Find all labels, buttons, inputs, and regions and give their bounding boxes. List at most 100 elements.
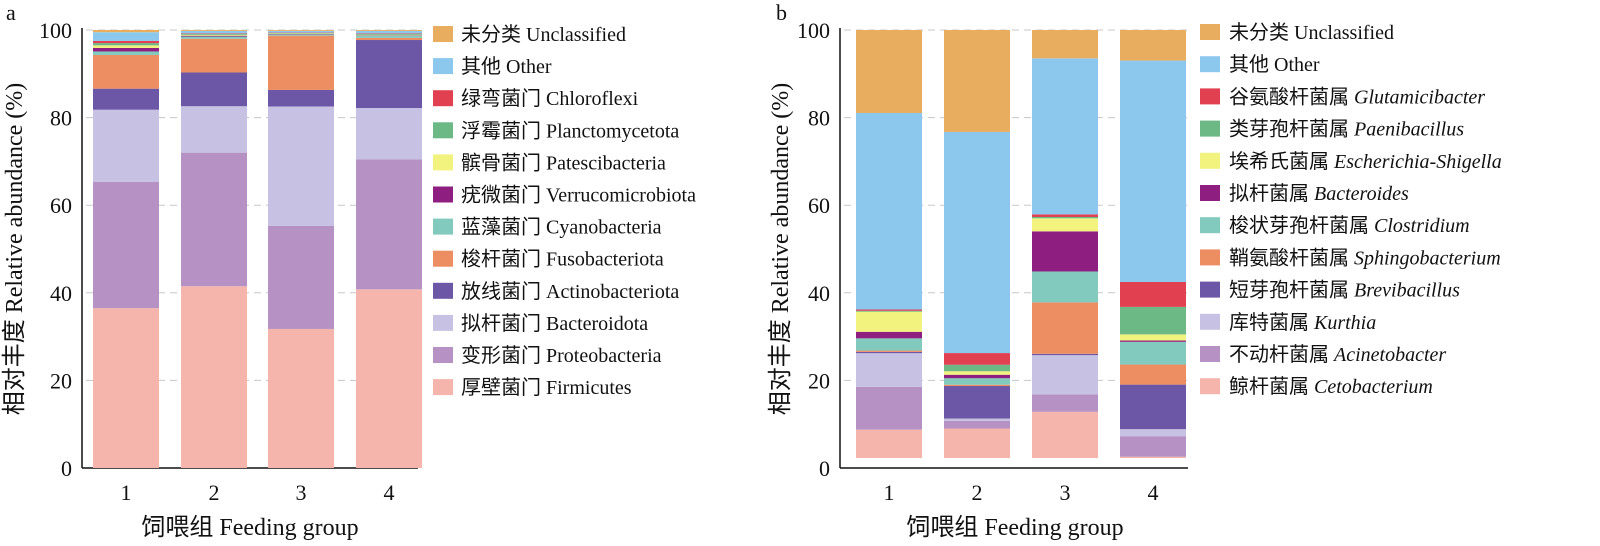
legend-swatch [433,26,453,42]
bar-segment [93,47,159,52]
bar-segment [1120,60,1186,282]
bar-segment [1032,355,1098,395]
x-tick-label: 1 [121,480,132,505]
x-tick-label: 2 [972,480,983,505]
bar-segment [944,371,1010,375]
bar-segment [181,30,247,34]
bar-segment [856,351,922,354]
legend-label: 疣微菌门 Verrucomicrobiota [461,184,696,207]
bar-segment [1032,302,1098,354]
bar-segment [1120,30,1186,61]
bar-segment [1032,58,1098,215]
bar-segment [1120,384,1186,430]
bar-segment [181,34,247,36]
bar-segment [181,30,247,31]
bar-segment [268,34,334,36]
y-tick-label: 80 [808,106,830,131]
panel-letter: a [6,0,16,25]
legend-label: 梭状芽孢杆菌属 Clostridium [1229,214,1470,237]
legend-label: 厚壁菌门 Firmicutes [461,376,632,399]
bar-segment [944,364,1010,372]
x-tick-label: 2 [209,480,220,505]
bar-segment [181,36,247,39]
legend-label: 未分类 Unclassified [461,23,626,46]
bar-segment [1120,281,1186,307]
legend-label: 埃希氏菌属 Escherichia-Shigella [1229,150,1502,173]
bar-segment [856,331,922,339]
y-tick-label: 80 [50,106,72,131]
bar-segment [1032,394,1098,412]
legend-swatch [1200,217,1220,234]
bar-segment [1120,340,1186,342]
bar-segment [856,112,922,310]
legend-swatch [1200,249,1220,266]
bar-segment [268,225,334,329]
x-axis-title: 饲喂组 Feeding group [906,514,1123,541]
bar-segment [356,108,422,160]
bar-segment [268,328,334,468]
legend-swatch [433,250,453,267]
y-tick-label: 40 [50,281,72,306]
legend-swatch [433,58,453,75]
bar-segment [356,37,422,41]
bar-segment [944,384,1010,387]
legend-label: 髌骨菌门 Patescibacteria [461,151,666,174]
legend-swatch [1200,120,1220,137]
legend-label: 鞘氨酸杆菌属 Sphingobacterium [1229,246,1501,269]
panel-letter: b [776,0,787,25]
legend-label: 拟杆菌门 Bacteroidota [461,312,648,335]
y-tick-label: 60 [808,193,830,218]
bar-segment [1120,334,1186,341]
bar-segment [93,181,159,309]
legend-label: 拟杆菌属 Bacteroides [1229,182,1409,205]
legend-label: 其他 Other [1229,53,1320,76]
bar-segment [93,32,159,41]
x-tick-label: 3 [1060,480,1071,505]
legend-label: 其他 Other [461,55,552,78]
bar-segment [181,72,247,107]
legend-label: 不动杆菌属 Acinetobacter [1229,343,1446,366]
y-tick-label: 40 [808,281,830,306]
x-tick-label: 4 [384,480,395,505]
bar-segment [856,309,922,311]
bar-segment [268,89,334,107]
legend-label: 类芽孢杆菌属 Paenibacillus [1229,118,1464,141]
bar-segment [268,106,334,226]
legend-swatch [1200,281,1220,298]
y-axis-title: 相对丰度 Relative abundance (%) [767,83,794,416]
legend-swatch [433,218,453,235]
bar-segment [1032,214,1098,217]
y-tick-label: 100 [39,18,72,43]
bar-segment [944,30,1010,132]
y-tick-label: 0 [61,456,72,481]
bar-segment [93,88,159,110]
bar-segment [944,386,1010,419]
legend-swatch [1200,346,1220,362]
legend-swatch [433,90,453,107]
y-axis-title: 相对丰度 Relative abundance (%) [1,83,28,416]
bar-segment [93,54,159,89]
bar-segment [944,131,1010,354]
legend-swatch [1200,24,1220,40]
bar-segment [1032,271,1098,303]
bar-segment [181,33,247,35]
bar-segment [356,35,422,38]
y-tick-label: 100 [797,18,830,43]
bar-segment [268,30,334,33]
bar-segment [181,286,247,468]
bar-segment [1120,429,1186,437]
bar-segment [93,109,159,182]
legend-swatch [1200,152,1220,169]
legend-label: 短芽孢杆菌属 Brevibacillus [1229,279,1460,302]
x-tick-label: 1 [884,480,895,505]
bar-segment [944,420,1010,429]
legend-swatch [433,379,453,396]
bar-segment [356,30,422,34]
panel-b: b 0 20 40 60 80 100 1 2 3 4 饲喂组 Feeding group 相对丰度 R… [767,0,1502,541]
legend-swatch [433,347,453,363]
bar-segment [1032,216,1098,219]
bar-segment [93,45,159,48]
bar-segment [944,353,1010,365]
bar-segment [1032,411,1098,458]
